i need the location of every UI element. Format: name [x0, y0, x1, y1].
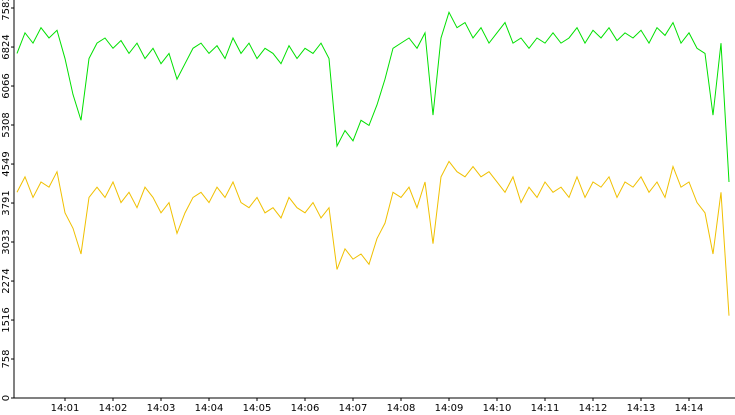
y-tick-label: 7583	[1, 0, 12, 21]
x-tick-label: 14:11	[531, 403, 560, 414]
y-tick-label: 0	[1, 395, 12, 401]
line-series	[16, 160, 730, 316]
x-tick-label: 14:12	[579, 403, 608, 414]
y-tick-label: 6824	[1, 34, 12, 59]
x-tick-label: 14:10	[483, 403, 512, 414]
line-series	[16, 10, 730, 183]
y-tick-label: 5308	[1, 112, 12, 137]
y-tick-label: 4549	[1, 151, 12, 176]
x-tick-label: 14:03	[147, 403, 176, 414]
x-tick-label: 14:14	[675, 403, 704, 414]
x-tick-label: 14:06	[291, 403, 320, 414]
y-tick-label: 3033	[1, 229, 12, 254]
x-tick-label: 14:08	[387, 403, 416, 414]
x-tick-label: 14:13	[627, 403, 656, 414]
x-tick-label: 14:05	[243, 403, 272, 414]
x-tick-label: 14:09	[435, 403, 464, 414]
x-tick-label: 14:07	[339, 403, 368, 414]
x-tick-label: 14:01	[51, 403, 80, 414]
y-tick-label: 3791	[1, 190, 12, 215]
y-tick-label: 2274	[1, 268, 12, 293]
y-tick-label: 758	[1, 349, 12, 368]
y-tick-label: 1516	[1, 307, 12, 332]
y-tick-label: 6066	[1, 73, 12, 98]
x-tick-label: 14:02	[99, 403, 128, 414]
x-tick-label: 14:04	[195, 403, 224, 414]
